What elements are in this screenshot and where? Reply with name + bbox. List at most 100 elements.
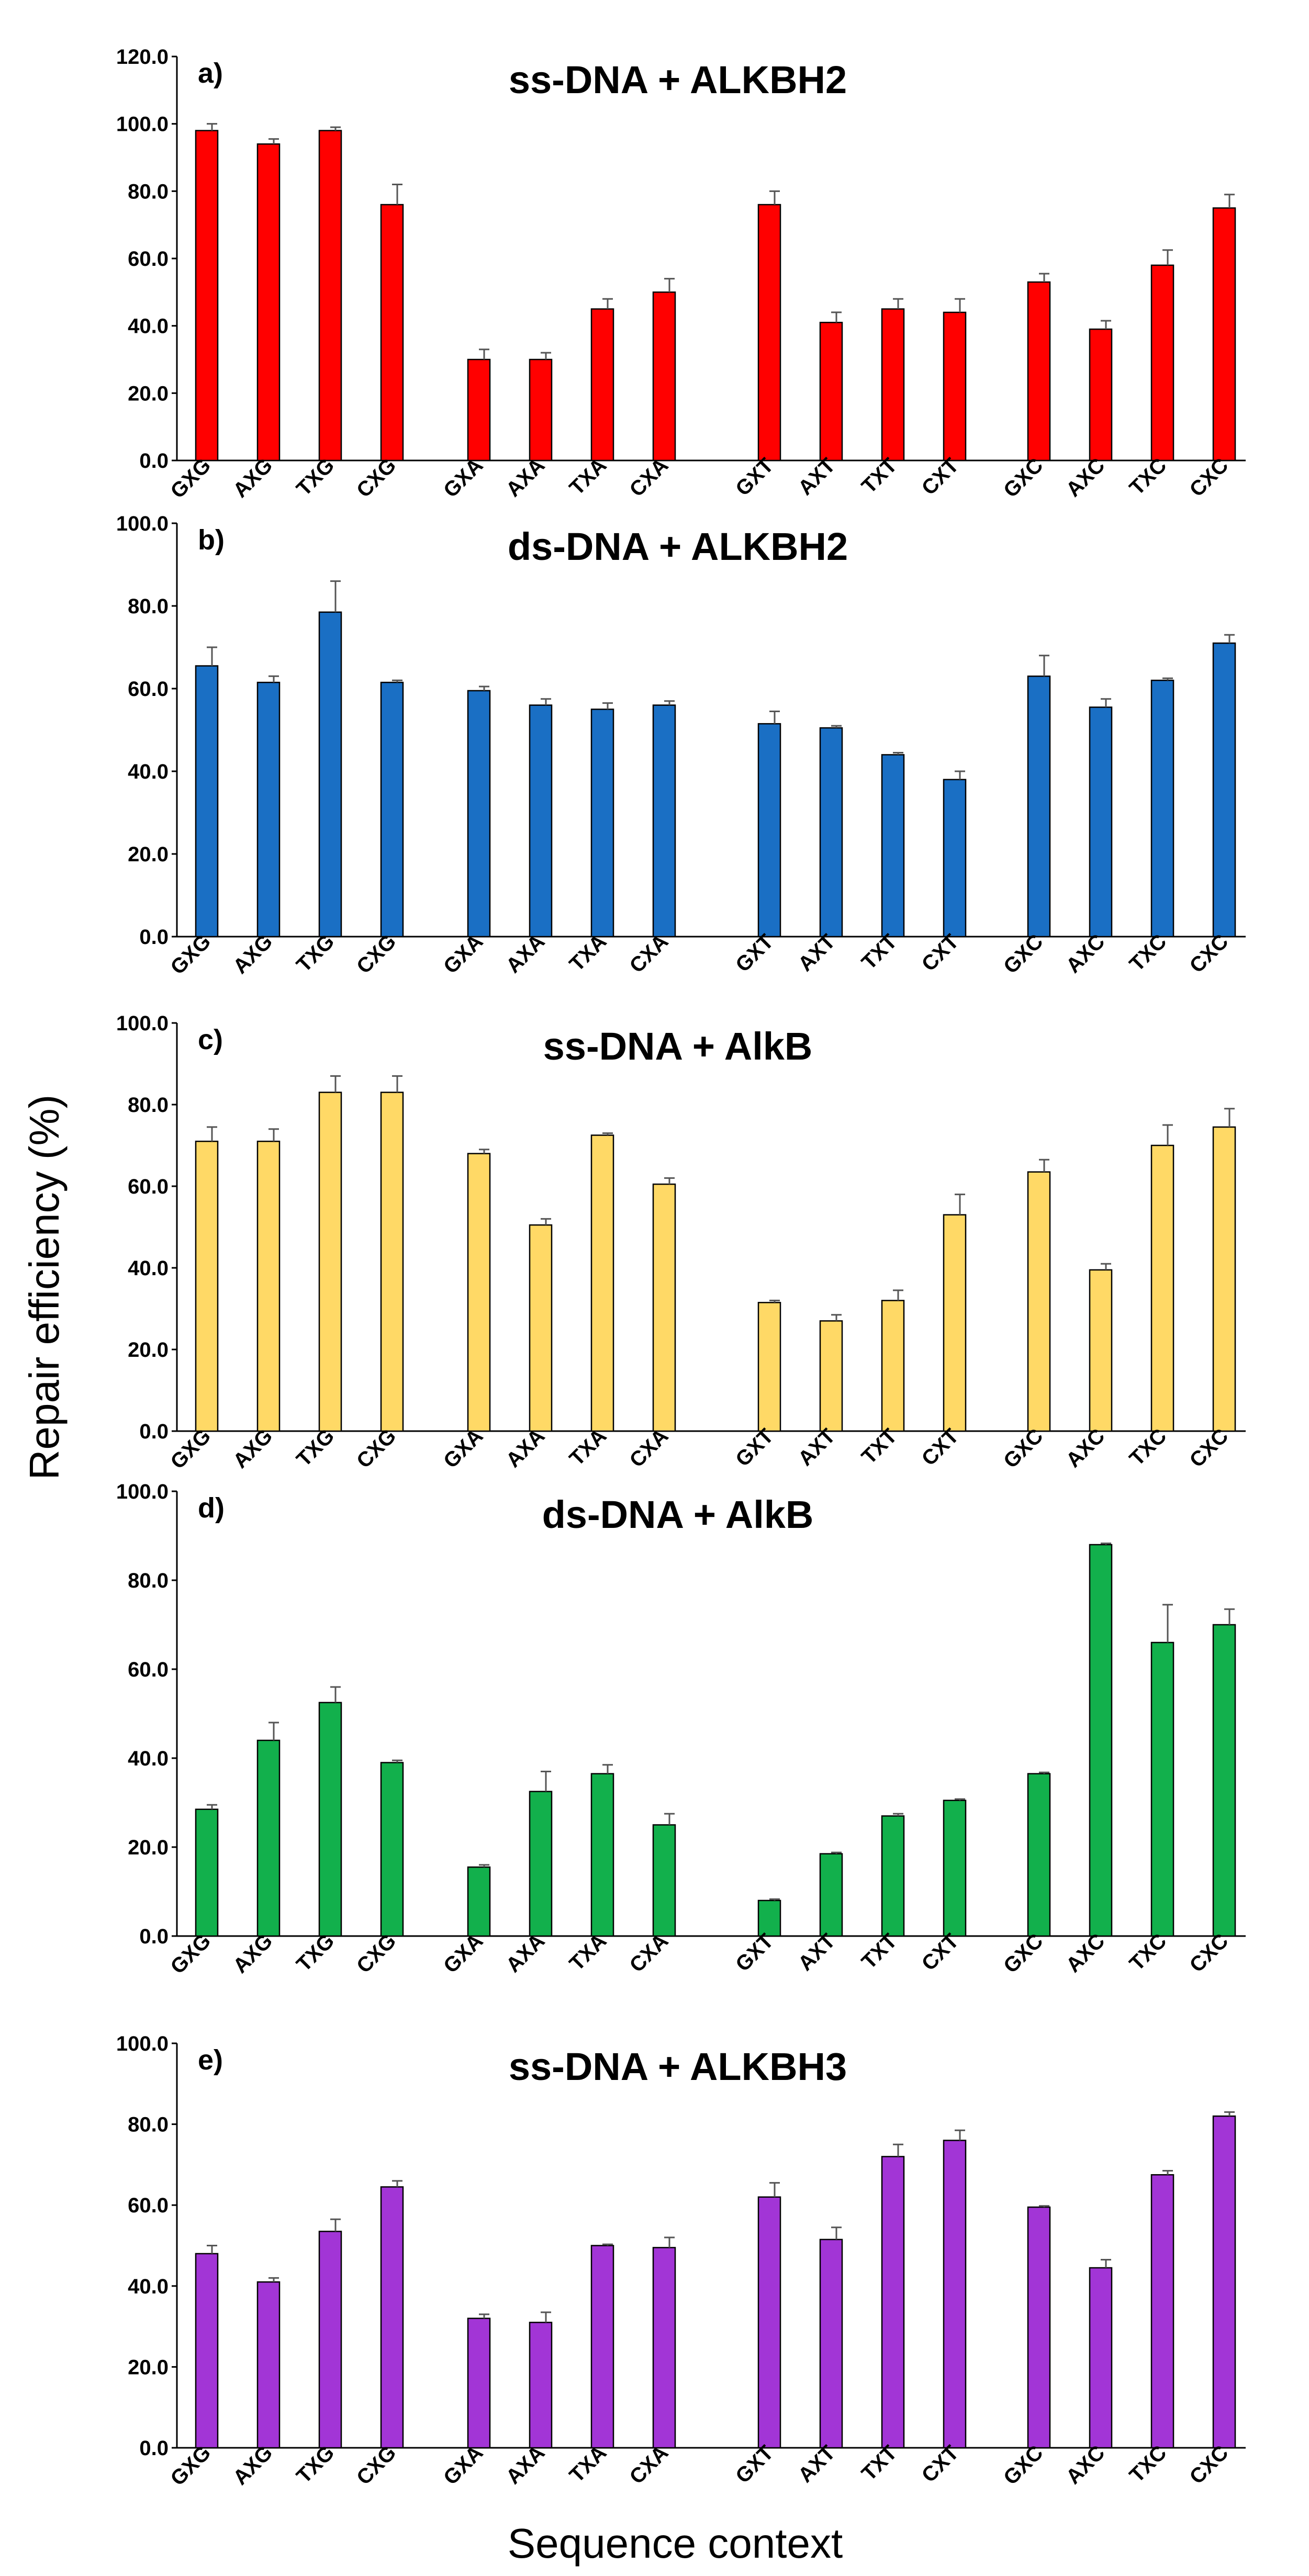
y-tick-label: 120.0	[116, 46, 169, 69]
chart-panel: 0.0 20.0 40.0 60.0 80.0 100.0 120.0 a) ss-DNA + …	[116, 46, 1246, 503]
y-tick-label: 80.0	[128, 2113, 169, 2136]
y-tick-label: 60.0	[128, 1658, 169, 1681]
bar	[529, 2322, 553, 2449]
bar	[529, 1224, 553, 1432]
bar	[1089, 1544, 1113, 1937]
y-tick-label: 20.0	[128, 1338, 169, 1362]
y-tick-label: 0.0	[139, 1925, 169, 1948]
bar	[256, 1739, 281, 1937]
y-tick-label: 40.0	[128, 2275, 169, 2298]
panel-label: b)	[198, 524, 225, 556]
bar	[757, 1899, 781, 1937]
panel-title: ss-DNA + ALKBH3	[509, 2045, 847, 2088]
bar	[590, 308, 614, 462]
bar	[195, 2253, 219, 2449]
bar	[819, 2238, 843, 2449]
bar	[590, 2245, 614, 2449]
bar	[652, 704, 676, 938]
bar	[1150, 2174, 1174, 2449]
bar	[1027, 1171, 1051, 1432]
bar	[529, 704, 553, 938]
y-tick-label: 60.0	[128, 1175, 169, 1198]
bar	[590, 1134, 614, 1432]
bar	[757, 204, 781, 462]
bar	[1027, 676, 1051, 938]
y-tick-label: 20.0	[128, 1836, 169, 1859]
bar	[652, 2247, 676, 2449]
bar	[318, 1092, 342, 1432]
y-tick-label: 100.0	[116, 512, 169, 535]
y-tick-label: 80.0	[128, 595, 169, 618]
y-tick-label: 40.0	[128, 315, 169, 338]
bar	[1150, 264, 1174, 462]
bar	[318, 1702, 342, 1937]
bar	[1150, 679, 1174, 938]
y-tick-label: 0.0	[139, 449, 169, 473]
y-tick-label: 40.0	[128, 1257, 169, 1280]
y-tick-label: 60.0	[128, 248, 169, 271]
bar	[467, 2318, 491, 2449]
y-tick-label: 100.0	[116, 2032, 169, 2055]
bar	[256, 2281, 281, 2449]
bar	[380, 204, 404, 462]
bar	[256, 681, 281, 938]
bar	[318, 611, 342, 938]
bar	[1212, 2115, 1236, 2449]
y-tick-label: 20.0	[128, 843, 169, 866]
bar	[943, 1214, 967, 1432]
bar	[1212, 207, 1236, 462]
bar	[943, 2140, 967, 2449]
bar	[1027, 1773, 1051, 1937]
bar	[943, 1799, 967, 1937]
y-tick-label: 0.0	[139, 2437, 169, 2460]
bar	[943, 311, 967, 462]
bar	[256, 143, 281, 462]
bar	[943, 779, 967, 938]
bar	[195, 665, 219, 938]
y-tick-label: 20.0	[128, 2356, 169, 2379]
bar	[467, 1866, 491, 1937]
bar	[1089, 2267, 1113, 2449]
bar	[1089, 706, 1113, 938]
bar	[881, 2156, 905, 2449]
bar	[195, 130, 219, 462]
bar	[652, 1183, 676, 1432]
y-tick-label: 0.0	[139, 926, 169, 949]
panel-title: ds-DNA + AlkB	[542, 1493, 814, 1536]
y-tick-label: 60.0	[128, 678, 169, 701]
y-tick-label: 0.0	[139, 1420, 169, 1443]
chart-panel: 0.0 20.0 40.0 60.0 80.0 100.0 e) ss-DNA + ALKBH…	[116, 2032, 1246, 2490]
bar	[529, 358, 553, 462]
panel-label: a)	[198, 58, 223, 89]
bar	[380, 681, 404, 938]
bar	[1212, 642, 1236, 938]
bar	[757, 723, 781, 938]
y-tick-label: 100.0	[116, 113, 169, 136]
panel-title: ds-DNA + ALKBH2	[508, 525, 848, 568]
y-tick-label: 80.0	[128, 1569, 169, 1592]
bar	[819, 1853, 843, 1937]
panel-label: d)	[198, 1492, 225, 1524]
bar	[318, 2231, 342, 2449]
bar	[1150, 1144, 1174, 1432]
bar	[318, 130, 342, 462]
bar	[467, 690, 491, 938]
panel-title: ss-DNA + ALKBH2	[509, 58, 847, 102]
bar	[881, 1815, 905, 1937]
bar	[1027, 281, 1051, 462]
bar	[881, 754, 905, 938]
chart-panel: 0.0 20.0 40.0 60.0 80.0 100.0 b) ds-DNA + ALKBH…	[116, 512, 1246, 979]
bar	[195, 1140, 219, 1432]
y-tick-label: 60.0	[128, 2194, 169, 2217]
y-tick-label: 80.0	[128, 180, 169, 203]
bar	[467, 1153, 491, 1432]
y-tick-label: 40.0	[128, 760, 169, 783]
y-axis-title: Repair efficiency (%)	[21, 1095, 68, 1480]
bar	[380, 1762, 404, 1937]
bar	[881, 1300, 905, 1432]
bar	[1027, 2206, 1051, 2449]
y-tick-label: 20.0	[128, 382, 169, 405]
panel-label: c)	[198, 1024, 223, 1055]
bar	[590, 708, 614, 938]
